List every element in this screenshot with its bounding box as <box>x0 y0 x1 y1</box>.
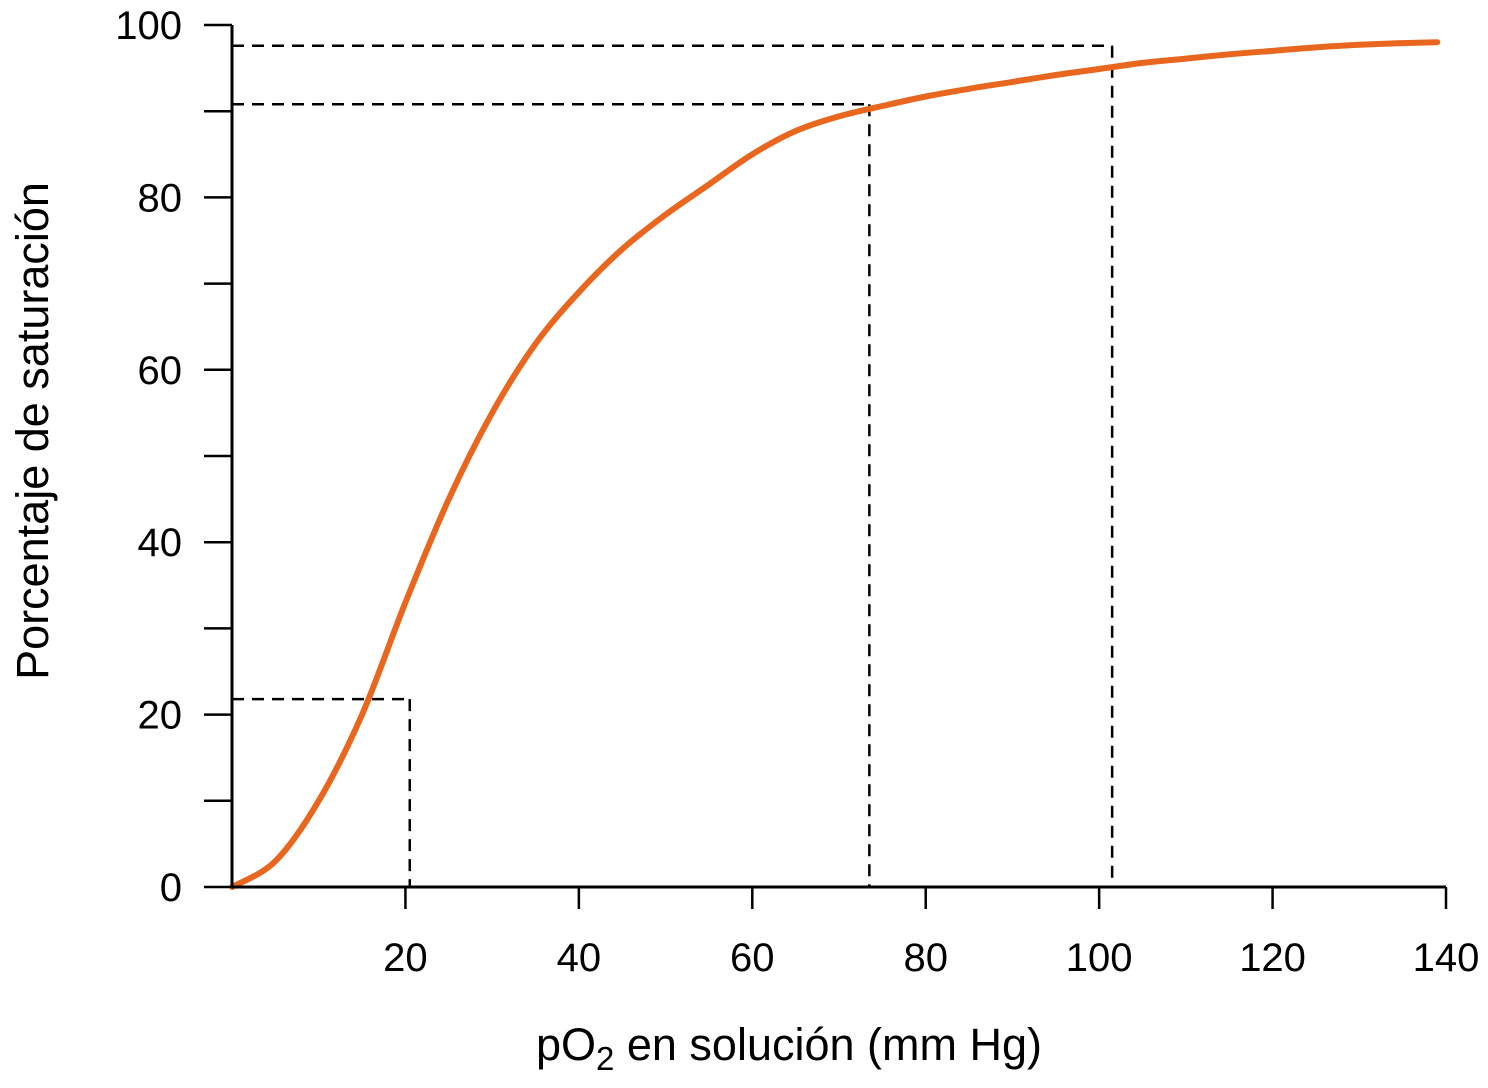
x-axis-title-suffix: en solución (mm Hg) <box>614 1019 1042 1070</box>
saturation-curve-layer <box>229 39 1441 890</box>
x-axis-ticks: 20 40 60 80 100 120 140 <box>383 887 1479 980</box>
x-tick-label: 60 <box>730 936 775 980</box>
x-tick-label: 40 <box>557 936 602 980</box>
x-axis-title: pO2 en solución (mm Hg) <box>536 1019 1042 1077</box>
x-axis-title-prefix: pO <box>536 1019 596 1070</box>
x-tick-label: 100 <box>1066 936 1133 980</box>
y-tick-label: 0 <box>160 866 182 910</box>
y-axis-title: Porcentaje de saturación <box>7 182 58 680</box>
x-tick-label: 20 <box>383 936 428 980</box>
saturation-curve <box>229 39 1441 890</box>
y-axis-ticks: 0 20 40 60 80 100 <box>115 4 232 910</box>
y-tick-label: 20 <box>138 694 183 738</box>
y-tick-label: 100 <box>115 4 182 48</box>
y-tick-label: 40 <box>138 521 183 565</box>
y-tick-label: 60 <box>138 349 183 393</box>
x-axis-title-subscript: 2 <box>596 1040 614 1077</box>
x-tick-label: 140 <box>1413 936 1480 980</box>
x-tick-label: 80 <box>903 936 948 980</box>
x-tick-label: 120 <box>1239 936 1306 980</box>
reference-lines <box>232 44 1114 887</box>
y-tick-label: 80 <box>138 176 183 220</box>
